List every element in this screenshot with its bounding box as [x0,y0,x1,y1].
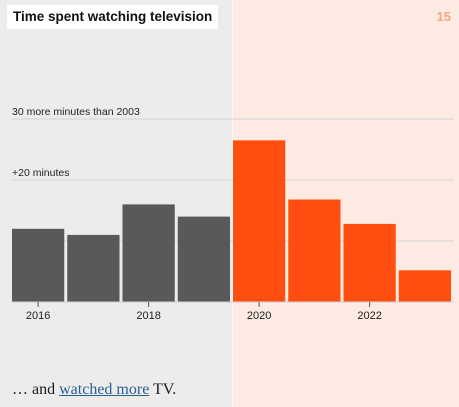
bar-2017 [67,234,120,302]
bar-2020 [233,140,286,302]
bars [12,140,451,302]
bar-2018 [122,204,175,302]
caption-suffix: TV. [149,381,177,398]
chart-title: Time spent watching television [7,5,219,29]
bar-2022 [343,223,396,302]
reference-line-label: 30 more minutes than 2003 [12,106,140,118]
bar-2023 [398,270,451,302]
page-number: 15 [436,9,451,24]
bar-2019 [177,216,230,302]
x-tick-label: 2020 [247,310,271,322]
bar-2021 [288,199,341,302]
watched-more-link[interactable]: watched more [59,381,150,398]
pre-pandemic-background [0,0,233,407]
bar-2016 [12,228,65,302]
reference-line-label: +20 minutes [12,167,70,179]
x-tick-label: 2018 [136,310,160,322]
x-tick-label: 2016 [26,310,50,322]
x-axis-ticks: 2016 2018 2020 2022 [26,302,382,322]
caption-prefix: … and [12,381,60,398]
caption: … and watched more TV. [12,381,176,399]
period-divider [232,0,233,407]
x-tick-label: 2022 [357,310,381,322]
